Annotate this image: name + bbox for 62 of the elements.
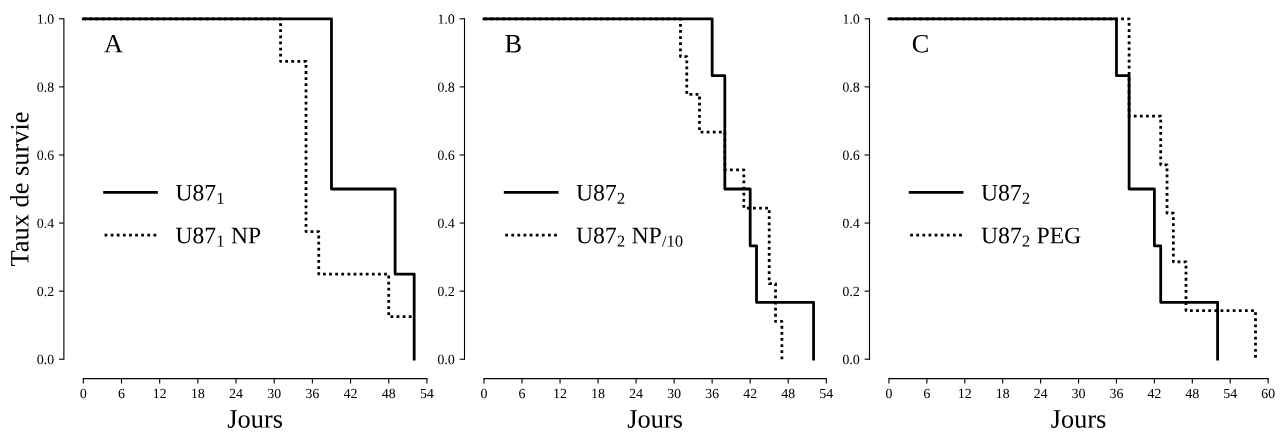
- x-tick-label: 42: [743, 388, 757, 399]
- x-tick-label: 48: [1185, 388, 1199, 399]
- x-tick-label: 36: [306, 388, 319, 399]
- y-tick-label: 1.0: [38, 14, 54, 24]
- x-tick-label: 24: [229, 388, 243, 399]
- y-tick-label: 1.0: [438, 14, 455, 24]
- y-tick-label: 1.0: [843, 14, 860, 24]
- x-tick-label: 54: [1224, 388, 1237, 399]
- y-tick-label: 0.4: [437, 218, 455, 229]
- x-tick-label: 18: [996, 388, 1010, 399]
- x-tick-label: 60: [1261, 388, 1275, 399]
- x-tick-label: 42: [343, 388, 357, 399]
- y-tick-label: 0.8: [842, 82, 860, 92]
- x-tick-label: 0: [481, 388, 487, 399]
- y-tick-label: 0.6: [437, 150, 455, 160]
- legend-label: U87$_{2}$ PEG: [981, 227, 1081, 247]
- x-tick-label: 18: [592, 388, 605, 399]
- annotation: A: [104, 34, 123, 53]
- x-tick-label: 12: [554, 388, 567, 399]
- x-axis-title: Jours: [1051, 410, 1106, 428]
- y-tick-label: 0.4: [842, 218, 860, 229]
- x-tick-label: 0: [886, 388, 892, 399]
- y-axis-title: Taux de survie: [10, 112, 29, 267]
- legend-label: U87$_{2}$: [981, 184, 1030, 204]
- y-tick-label: 0.2: [37, 286, 54, 297]
- x-tick-label: 0: [80, 388, 87, 399]
- y-tick-label: 0.2: [437, 286, 455, 297]
- legend-label: U87$_{2}$: [576, 184, 625, 204]
- x-tick-label: 48: [781, 388, 795, 399]
- x-axis-title: Jours: [227, 410, 283, 428]
- x-tick-label: 36: [705, 388, 719, 399]
- y-tick-label: 0.4: [37, 218, 54, 229]
- x-tick-label: 54: [420, 388, 434, 399]
- y-tick-label: 0.0: [842, 354, 860, 365]
- x-tick-label: 6: [519, 388, 526, 399]
- x-tick-label: 18: [192, 388, 205, 399]
- y-tick-label: 0.6: [842, 150, 860, 160]
- y-tick-label: 0.0: [37, 354, 54, 365]
- y-tick-label: 0.8: [437, 82, 455, 92]
- x-axis-title: Jours: [627, 410, 682, 428]
- legend-label: U87$_{1}$: [175, 184, 224, 204]
- x-tick-label: 24: [1034, 388, 1048, 399]
- x-tick-label: 6: [118, 388, 125, 399]
- x-tick-label: 36: [1110, 388, 1123, 399]
- x-tick-label: 12: [959, 388, 971, 399]
- x-tick-label: 42: [1147, 388, 1161, 399]
- annotation: C: [912, 34, 928, 53]
- y-tick-label: 0.0: [437, 354, 455, 365]
- x-tick-label: 48: [382, 388, 396, 399]
- y-tick-label: 0.2: [842, 286, 860, 297]
- legend-label: U87$_{2}$ NP$_{/10}$: [576, 227, 683, 247]
- y-tick-label: 0.6: [37, 150, 54, 160]
- y-tick-label: 0.8: [37, 82, 54, 92]
- x-tick-label: 30: [267, 388, 281, 399]
- legend-label: U87$_{1}$ NP: [175, 227, 261, 247]
- x-tick-label: 54: [820, 388, 833, 399]
- x-tick-label: 12: [153, 388, 166, 399]
- x-tick-label: 30: [1072, 388, 1085, 399]
- x-tick-label: 30: [667, 388, 681, 399]
- x-tick-label: 6: [923, 388, 930, 399]
- annotation: B: [505, 35, 521, 53]
- x-tick-label: 24: [629, 388, 643, 399]
